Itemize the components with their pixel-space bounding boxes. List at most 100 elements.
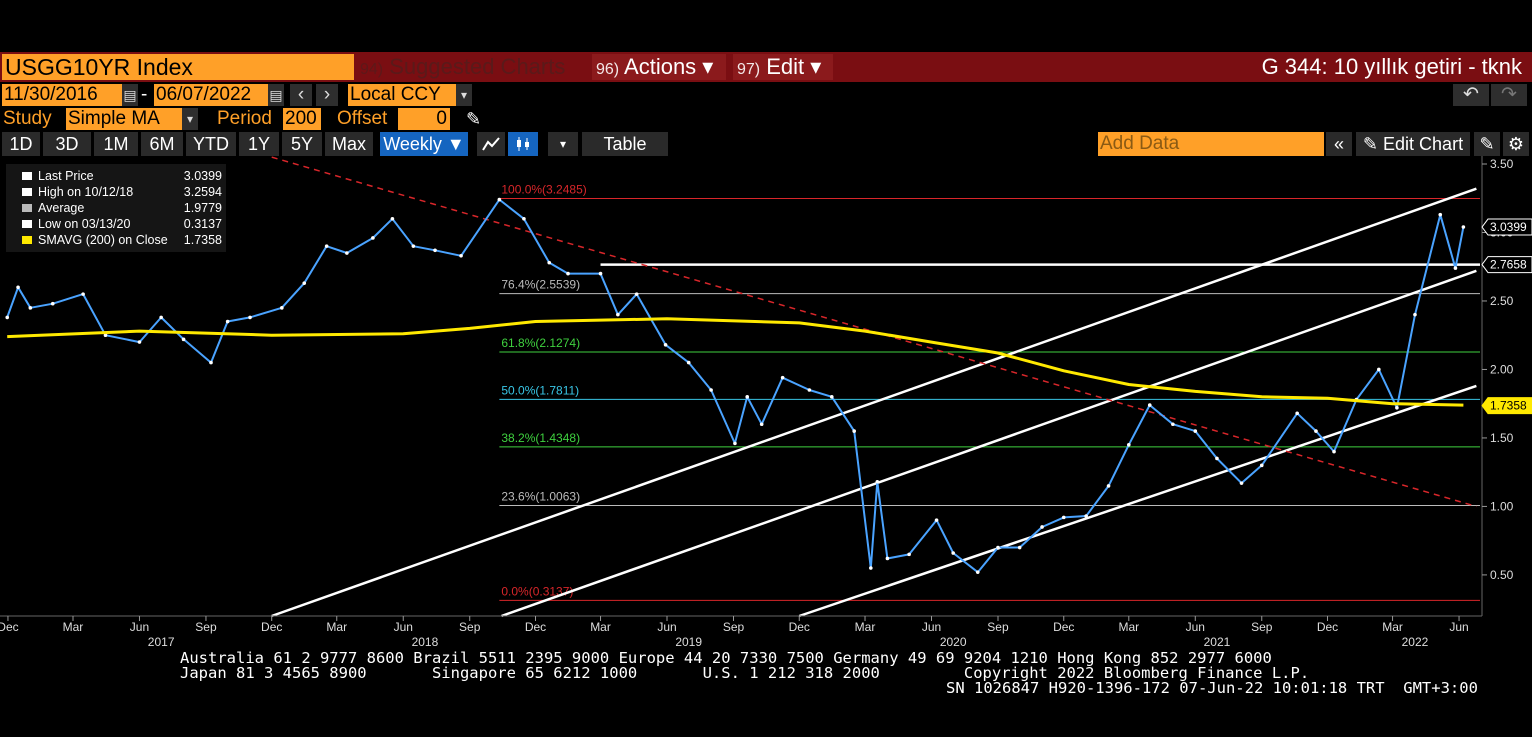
price-point [28, 306, 33, 310]
price-point [16, 285, 20, 290]
price-point [345, 251, 349, 255]
chart-type-chevron-down-icon[interactable]: ▾ [548, 132, 578, 156]
price-point [616, 312, 620, 317]
period-button-3d[interactable]: 3D [43, 132, 91, 156]
x-tick-label: Sep [195, 620, 217, 634]
chart-title: G 344: 10 yıllık getiri - tknk [1261, 54, 1522, 79]
x-tick-label: Sep [987, 620, 1009, 634]
period-label: Period [217, 108, 272, 129]
period-button-max[interactable]: Max [325, 132, 373, 156]
price-point [975, 570, 980, 574]
currency-chevron-down-icon[interactable]: ▾ [456, 84, 472, 106]
price-point [1239, 481, 1244, 485]
study-chevron-down-icon[interactable]: ▾ [182, 108, 198, 130]
price-point [1040, 525, 1044, 529]
actions-menu[interactable]: 96) Actions ▾ [592, 54, 726, 80]
prev-range-icon[interactable]: ‹ [290, 84, 312, 106]
legend-name: Last Price [38, 169, 94, 183]
annotate-icon[interactable]: ✎ [1474, 132, 1500, 156]
price-point [1461, 225, 1466, 229]
price-point [733, 441, 737, 446]
period-button-1d[interactable]: 1D [2, 132, 40, 156]
chart-legend: Last Price 3.0399 High on 10/12/18 3.2594 Av… [6, 164, 226, 252]
footer-contacts-2: Japan 81 3 4565 8900 Singapore 65 6212 1… [180, 664, 1310, 682]
study-select[interactable]: Simple MA [66, 108, 182, 130]
end-date-input[interactable]: 06/07/2022 [154, 84, 268, 106]
redo-icon[interactable]: ↷ [1491, 84, 1527, 106]
price-point [324, 244, 329, 248]
price-point [371, 236, 375, 240]
legend-item: Low on 03/13/20 0.3137 [10, 216, 224, 232]
next-range-icon[interactable]: › [316, 84, 338, 106]
x-tick-label: Jun [1186, 620, 1205, 634]
price-point [996, 545, 1000, 550]
collapse-icon[interactable]: « [1326, 132, 1352, 156]
line-chart-glyph [482, 137, 500, 151]
period-input[interactable]: 200 [283, 108, 321, 130]
x-year-label: 2018 [412, 635, 439, 649]
start-calendar-icon[interactable]: ▤ [122, 84, 138, 106]
edit-menu[interactable]: 97) Edit ▾ [733, 54, 833, 80]
legend-name: High on 10/12/18 [38, 185, 134, 199]
price-point [869, 566, 873, 570]
x-tick-label: Mar [590, 620, 611, 634]
period-button-5y[interactable]: 5Y [282, 132, 322, 156]
period-button-6m[interactable]: 6M [141, 132, 183, 156]
last-value-label: 2.7658 [1490, 258, 1527, 272]
currency-select[interactable]: Local CCY [348, 84, 456, 106]
fib-label: 100.0%(3.2485) [501, 182, 586, 196]
candle-chart-icon[interactable] [508, 132, 538, 156]
price-point [634, 292, 639, 296]
x-tick-label: Dec [0, 620, 19, 634]
fib-label: 23.6%(1.0063) [501, 490, 580, 504]
edit-chart-pencil-icon: ✎ [1362, 134, 1379, 154]
edit-chart-button[interactable]: ✎ Edit Chart [1356, 132, 1470, 156]
x-tick-label: Jun [394, 620, 413, 634]
footer-contacts-1: Australia 61 2 9777 8600 Brazil 5511 239… [180, 649, 1272, 667]
table-button[interactable]: Table [582, 132, 668, 156]
series-lines [5, 197, 1466, 574]
suggested-charts-num: 94) [360, 61, 384, 78]
end-calendar-icon[interactable]: ▤ [268, 84, 284, 106]
edit-chart-label: Edit Chart [1383, 134, 1464, 154]
price-point [50, 301, 55, 306]
price-point [709, 388, 713, 392]
start-date-input[interactable]: 11/30/2016 [2, 84, 122, 106]
price-point [547, 260, 552, 265]
x-tick-label: Dec [525, 620, 546, 634]
period-button-1y[interactable]: 1Y [239, 132, 279, 156]
add-data-input[interactable]: Add Data [1098, 132, 1324, 156]
x-tick-label: Dec [789, 620, 810, 634]
last-value-tag [1481, 256, 1532, 274]
gear-icon[interactable]: ⚙ [1503, 132, 1529, 156]
x-tick-label: Sep [459, 620, 481, 634]
last-value-tag [1481, 218, 1532, 236]
legend-item: SMAVG (200) on Close 1.7358 [10, 232, 224, 248]
legend-name: SMAVG (200) on Close [38, 233, 168, 247]
sma-line [7, 317, 1464, 407]
suggested-charts-menu[interactable]: 94) Suggested Charts [360, 54, 582, 80]
undo-icon[interactable]: ↶ [1453, 84, 1489, 106]
price-point [137, 340, 142, 344]
x-tick-label: Mar [855, 620, 876, 634]
period-button-ytd[interactable]: YTD [186, 132, 236, 156]
price-point [248, 315, 252, 320]
price-point [745, 395, 750, 399]
price-point [302, 281, 307, 285]
price-point [759, 422, 764, 427]
offset-input[interactable]: 0 [398, 108, 450, 130]
line-chart-icon[interactable] [477, 132, 505, 156]
ticker-field[interactable]: USGG10YR Index [2, 54, 354, 80]
period-button-1m[interactable]: 1M [94, 132, 138, 156]
price-point [1084, 514, 1088, 518]
price-point [1438, 212, 1443, 217]
edit-num: 97) [737, 61, 761, 78]
y-tick-label: 1.00 [1490, 499, 1514, 513]
x-tick-label: Mar [1118, 620, 1139, 634]
pencil-icon[interactable]: ✎ [466, 109, 482, 129]
frequency-select[interactable]: Weekly ▼ [380, 132, 468, 156]
y-tick-label: 0.50 [1490, 568, 1514, 582]
price-point [1395, 406, 1399, 410]
y-tick-label: 2.00 [1490, 362, 1514, 376]
price-point [686, 360, 691, 365]
